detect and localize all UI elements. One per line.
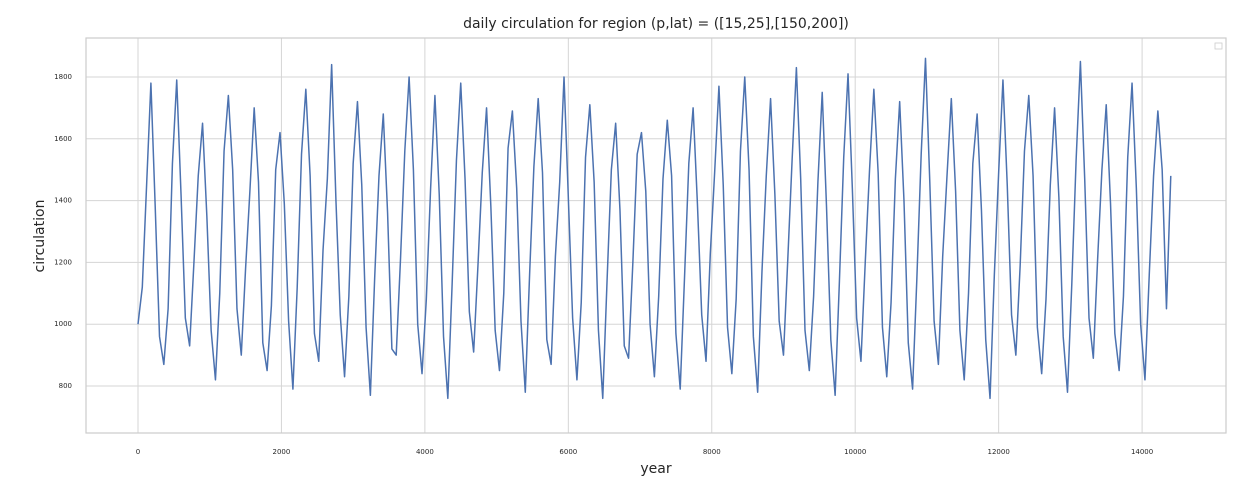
y-tick-label: 1000 [54,320,72,328]
y-tick-label: 800 [59,382,72,390]
x-axis-label: year [640,461,671,477]
y-tick-label: 1200 [54,258,72,266]
data-line [137,57,1172,400]
plot-frame [85,37,1227,434]
x-tick-label: 12000 [988,448,1010,456]
y-tick-label: 1400 [54,197,72,205]
y-tick-label: 1600 [54,135,72,143]
chart-title: daily circulation for region (p,lat) = (… [463,16,849,32]
y-axis-label: circulation [32,200,48,273]
x-tick-label: 0 [136,448,140,456]
x-tick-label: 4000 [416,448,434,456]
x-tick-label: 2000 [273,448,291,456]
x-tick-label: 8000 [703,448,721,456]
y-tick-label: 1800 [54,73,72,81]
x-tick-label: 10000 [844,448,866,456]
x-tick-label: 14000 [1131,448,1153,456]
x-tick-label: 6000 [559,448,577,456]
legend-box [1214,42,1223,50]
